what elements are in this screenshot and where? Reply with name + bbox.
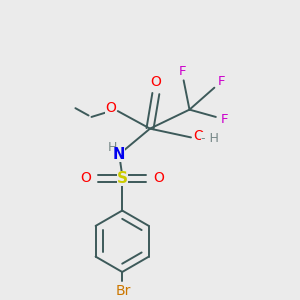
Text: F: F bbox=[221, 113, 228, 126]
Text: O: O bbox=[153, 171, 164, 185]
Text: O: O bbox=[193, 129, 204, 143]
Text: - H: - H bbox=[201, 132, 219, 146]
Text: H: H bbox=[107, 141, 117, 154]
Text: O: O bbox=[105, 101, 116, 115]
Text: F: F bbox=[178, 65, 186, 78]
Text: S: S bbox=[117, 171, 128, 186]
Text: Br: Br bbox=[116, 284, 131, 298]
Text: O: O bbox=[80, 171, 91, 185]
Text: N: N bbox=[113, 148, 125, 163]
Text: F: F bbox=[218, 75, 225, 88]
Text: O: O bbox=[150, 75, 161, 89]
